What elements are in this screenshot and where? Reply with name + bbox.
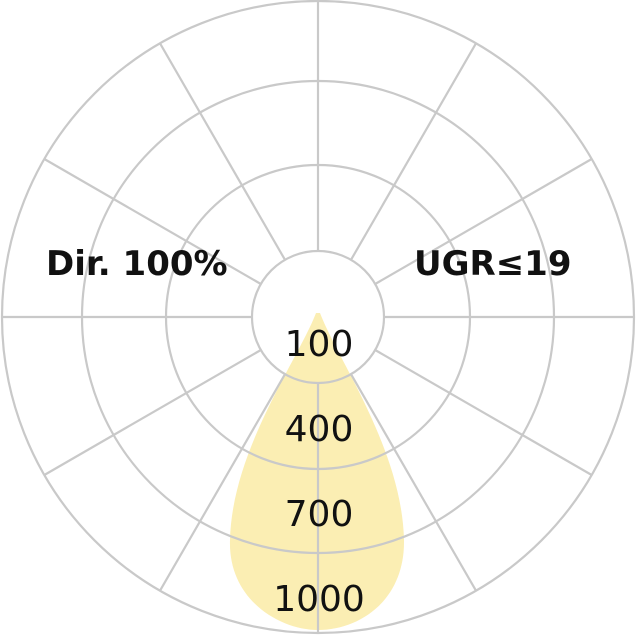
ring-label-100: 100 [284,324,354,365]
grid-spoke-210 [159,42,286,261]
grid-spoke-330 [159,373,286,592]
grid-spoke-60 [374,349,593,476]
ring-label-700: 700 [284,494,354,535]
grid-spoke-300 [43,349,262,476]
direct-percentage-label: Dir. 100% [46,244,228,284]
grid-spoke-150 [350,42,477,261]
grid-spoke-120 [374,158,593,285]
ring-label-400: 400 [284,409,354,450]
grid-spoke-240 [43,158,262,285]
grid-spoke-30 [350,373,477,592]
ring-label-1000: 1000 [273,579,365,620]
ugr-label: UGR≤19 [414,244,572,284]
